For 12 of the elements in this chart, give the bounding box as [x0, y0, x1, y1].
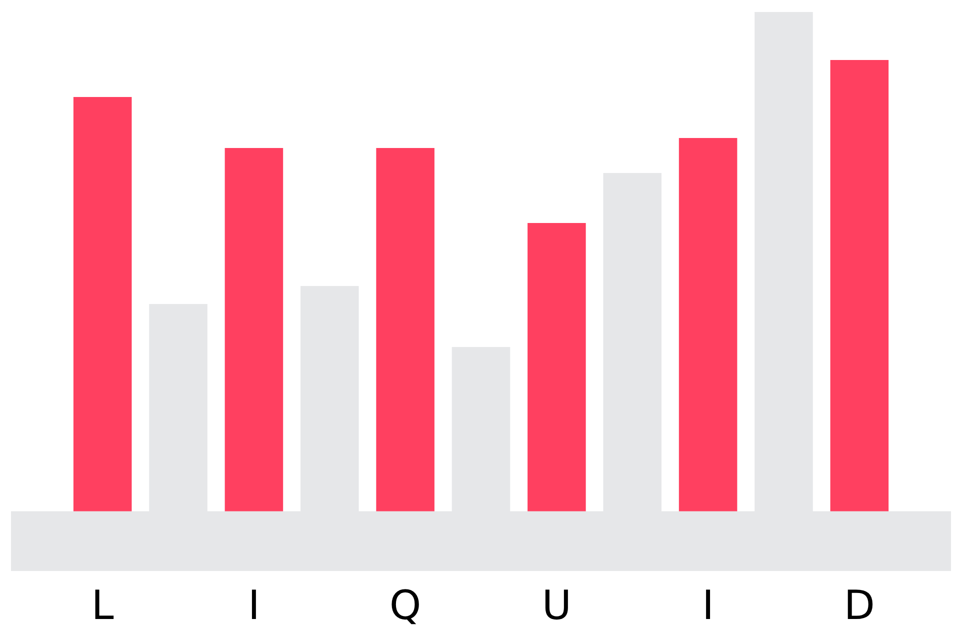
x-tick-label: U	[545, 590, 568, 620]
bar	[528, 223, 586, 512]
x-tick-label: I	[252, 590, 256, 619]
bar	[224, 148, 284, 512]
x-tick-label: D	[848, 590, 873, 619]
x-tick-label: Q	[392, 589, 419, 624]
bar	[376, 148, 434, 512]
bar	[73, 97, 132, 512]
x-tick-label: L	[95, 590, 114, 619]
bar	[830, 60, 889, 512]
x-tick-label: I	[706, 590, 710, 619]
bar	[678, 138, 738, 512]
